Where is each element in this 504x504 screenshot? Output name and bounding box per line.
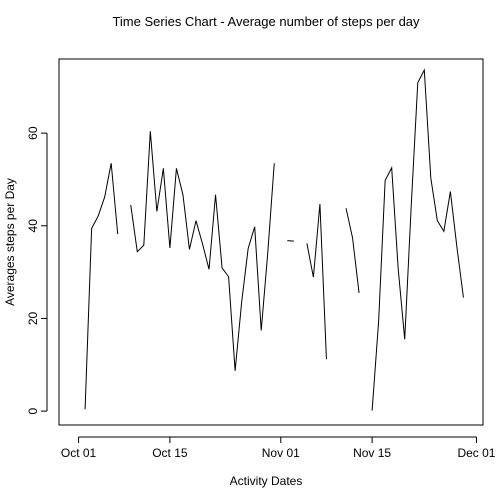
y-axis: 0 20 40 60 (26, 126, 48, 414)
x-axis: Oct 01 Oct 15 Nov 01 Nov 15 Dec 01 (61, 436, 496, 460)
y-axis-label: Averages steps per Day (3, 178, 17, 306)
x-tick-label: Nov 15 (353, 446, 391, 460)
series-line-segment (371, 68, 464, 411)
y-tick-label: 40 (26, 219, 40, 233)
series-line-segment (306, 203, 327, 360)
x-tick-label: Nov 01 (262, 446, 300, 460)
series-line-segment (345, 208, 360, 294)
plot-frame (58, 58, 484, 426)
x-tick-label: Oct 01 (61, 446, 97, 460)
y-tick-label: 0 (26, 407, 40, 414)
chart-title: Time Series Chart - Average number of st… (112, 14, 420, 29)
x-axis-label: Activity Dates (230, 474, 303, 488)
series-line-segment (84, 163, 119, 410)
y-tick-label: 20 (26, 311, 40, 325)
x-tick-label: Oct 15 (152, 446, 188, 460)
series-layer (84, 68, 464, 411)
y-tick-label: 60 (26, 126, 40, 140)
series-line-segment (130, 131, 275, 371)
x-tick-label: Dec 01 (457, 446, 495, 460)
